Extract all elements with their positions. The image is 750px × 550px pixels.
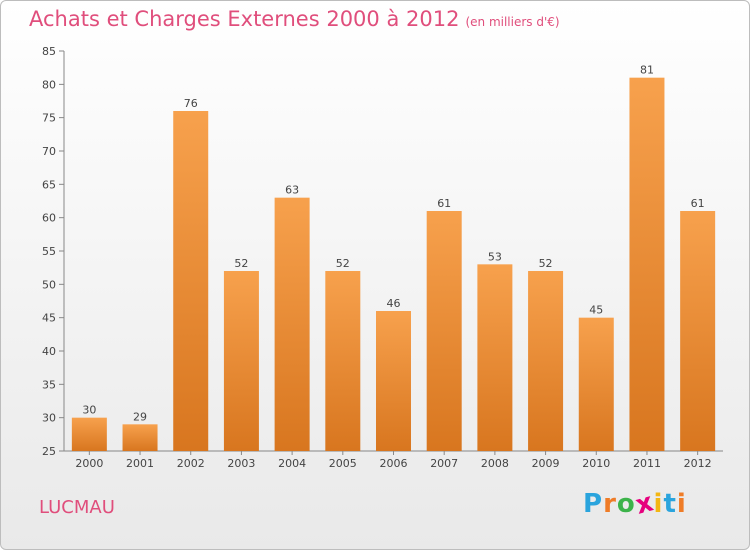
y-tick-label: 60 [42, 212, 56, 225]
commune-name: LUCMAU [39, 497, 115, 518]
data-label: 61 [437, 197, 451, 210]
data-label: 52 [234, 257, 248, 270]
bar [426, 211, 462, 451]
bar [274, 197, 310, 451]
y-tick-label: 45 [42, 312, 56, 325]
data-label: 61 [691, 197, 705, 210]
logo-letter: i [676, 489, 687, 519]
y-tick-label: 25 [42, 445, 56, 458]
x-tick-label: 2012 [684, 457, 712, 470]
data-label: 52 [336, 257, 350, 270]
y-tick-label: 50 [42, 278, 56, 291]
x-tick-label: 2008 [481, 457, 509, 470]
y-tick-label: 40 [42, 345, 56, 358]
data-label: 76 [184, 97, 198, 110]
y-tick-label: 55 [42, 245, 56, 258]
y-tick-label: 85 [42, 45, 56, 58]
y-tick-label: 80 [42, 78, 56, 91]
bar [173, 111, 209, 451]
chart-subtitle: (en milliers d'€) [465, 15, 560, 29]
bar [528, 271, 564, 451]
bar [680, 211, 716, 451]
bar [578, 317, 614, 451]
bar [71, 417, 107, 451]
logo-letter: t [663, 489, 677, 519]
y-tick-label: 70 [42, 145, 56, 158]
x-tick-label: 2002 [177, 457, 205, 470]
x-tick-label: 2007 [430, 457, 458, 470]
bar [122, 424, 158, 451]
x-tick-label: 2009 [532, 457, 560, 470]
y-tick-label: 75 [42, 112, 56, 125]
bar [477, 264, 513, 451]
data-label: 53 [488, 250, 502, 263]
logo-letter: r [603, 489, 617, 519]
x-tick-label: 2005 [329, 457, 357, 470]
chart-axes: 25 30 35 40 45 50 55 60 65 70 75 80 85 2000 2001 2002 20… [42, 45, 723, 470]
data-label: 29 [133, 410, 147, 423]
bar [325, 271, 361, 451]
bar [376, 311, 411, 451]
x-tick-label: 2003 [227, 457, 255, 470]
x-tick-label: 2011 [633, 457, 661, 470]
data-label: 52 [539, 257, 553, 270]
data-label: 45 [589, 304, 603, 317]
proxiti-logo: Proxiti [583, 487, 687, 521]
logo-letter: i [653, 489, 664, 519]
bar [223, 271, 259, 451]
chart-title: Achats et Charges Externes 2000 à 2012 (e… [29, 7, 560, 31]
y-tick-label: 30 [42, 412, 56, 425]
x-tick-label: 2004 [278, 457, 306, 470]
data-label: 81 [640, 64, 654, 77]
y-tick-label: 35 [42, 378, 56, 391]
data-label: 63 [285, 184, 299, 197]
x-tick-label: 2006 [380, 457, 408, 470]
y-tick-label: 65 [42, 178, 56, 191]
logo-letter: o [616, 489, 636, 519]
data-label: 30 [82, 404, 96, 417]
chart-bars [71, 77, 716, 452]
chart-data-labels: 30 29 76 52 63 52 46 61 53 52 45 81 61 [82, 64, 704, 424]
x-tick-label: 2010 [582, 457, 610, 470]
logo-letter: P [583, 489, 604, 519]
chart-title-text: Achats et Charges Externes 2000 à 2012 [29, 7, 460, 31]
data-label: 46 [387, 297, 401, 310]
x-tick-label: 2000 [75, 457, 103, 470]
bar [629, 77, 665, 452]
x-tick-label: 2001 [126, 457, 154, 470]
